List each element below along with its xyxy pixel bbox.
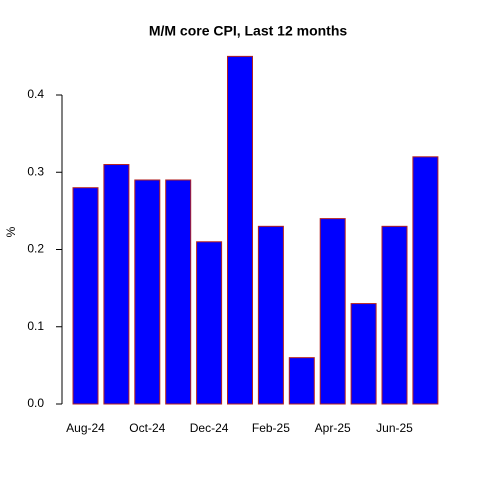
x-tick-label: Feb-25 — [252, 421, 290, 435]
bar — [196, 241, 223, 405]
x-tick-label: Apr-25 — [315, 421, 351, 435]
y-tick-label: 0.1 — [27, 319, 44, 333]
bar — [72, 187, 99, 405]
x-tick-label: Jun-25 — [376, 421, 413, 435]
bar — [381, 225, 408, 405]
bar — [257, 225, 284, 405]
bar — [134, 179, 161, 405]
y-tick-label: 0.4 — [27, 87, 44, 101]
bar — [165, 179, 192, 405]
x-tick-label: Oct-24 — [129, 421, 165, 435]
bar — [103, 164, 130, 405]
bar — [319, 218, 346, 405]
y-axis-label: % — [4, 226, 18, 237]
x-tick-label: Dec-24 — [190, 421, 229, 435]
y-tick-label: 0.0 — [27, 396, 44, 410]
bar — [227, 55, 253, 405]
bar — [288, 357, 315, 405]
chart-title: M/M core CPI, Last 12 months — [149, 23, 348, 39]
y-tick-label: 0.3 — [27, 164, 44, 178]
bar — [412, 156, 439, 405]
x-tick-label: Aug-24 — [66, 421, 105, 435]
y-tick-label: 0.2 — [27, 242, 44, 256]
bar — [350, 303, 377, 405]
